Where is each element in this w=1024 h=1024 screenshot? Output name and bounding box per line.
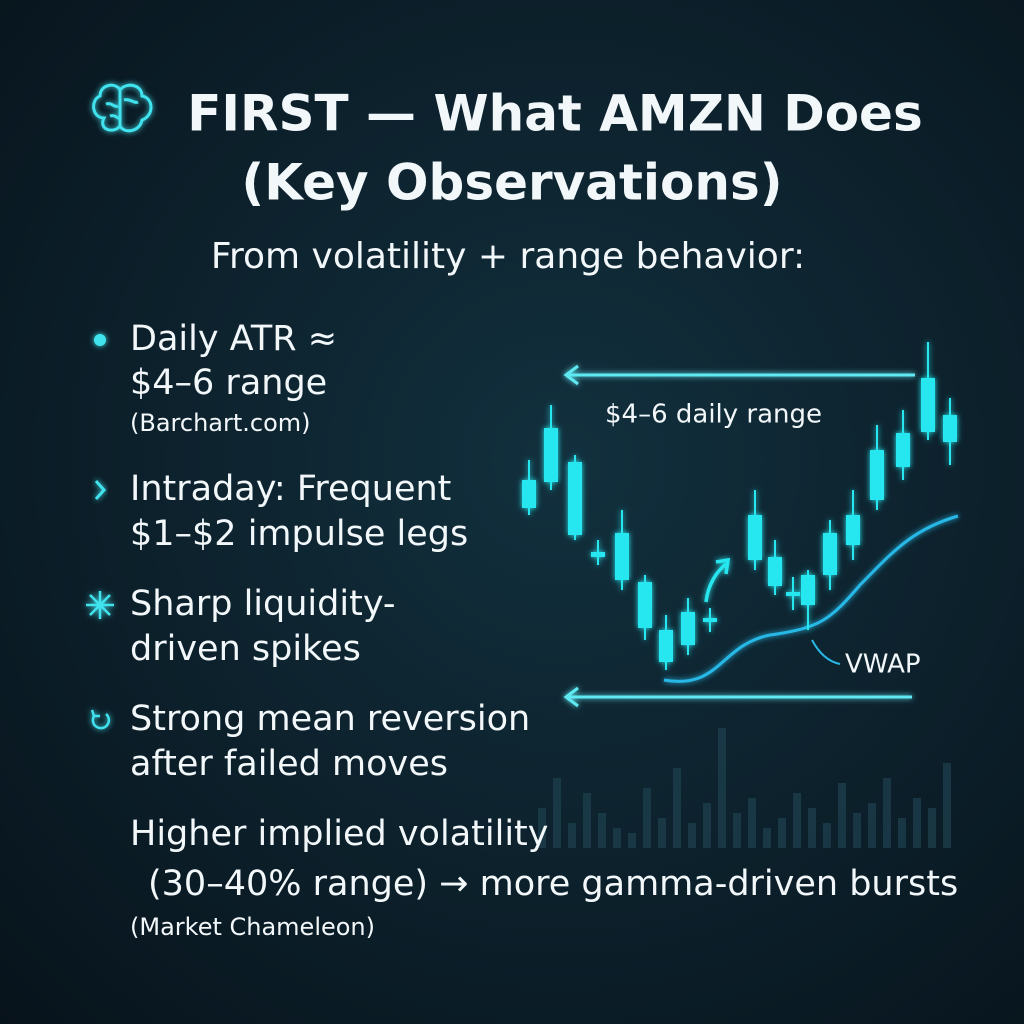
candle-body xyxy=(659,630,673,662)
volume-bar xyxy=(583,793,591,848)
volume-bar xyxy=(703,803,711,848)
volume-bar xyxy=(643,788,651,848)
brain-icon xyxy=(92,83,153,133)
volume-bars xyxy=(538,728,951,848)
item-line: Sharp liquidity- xyxy=(130,584,396,624)
bullet-cycle xyxy=(90,709,111,730)
vwap-label: VWAP xyxy=(845,650,921,680)
volume-bar xyxy=(673,768,681,848)
candle-body xyxy=(768,557,782,586)
item-line: Strong mean reversion xyxy=(130,699,530,739)
candle-body xyxy=(870,450,884,500)
candle-body xyxy=(544,428,558,482)
volume-bar xyxy=(658,818,666,848)
vwap-pointer xyxy=(811,639,841,665)
bullet-dot xyxy=(94,334,106,346)
volume-bar xyxy=(913,798,921,848)
item-line: $1–$2 impulse legs xyxy=(130,514,468,554)
candle-body xyxy=(615,533,629,580)
volume-bar xyxy=(748,798,756,848)
volume-bar xyxy=(598,813,606,848)
items: Daily ATR ≈$4–6 range (Barchart.com) Intra… xyxy=(130,319,958,941)
candle-body xyxy=(896,433,910,467)
volume-bar xyxy=(568,823,576,848)
volume-bar xyxy=(763,828,771,848)
candle-body xyxy=(703,618,717,622)
item-source: (Market Chameleon) xyxy=(130,913,375,941)
volume-bar xyxy=(868,803,876,848)
candle-body xyxy=(801,575,815,605)
candle-body xyxy=(921,378,935,432)
item-line: driven spikes xyxy=(130,629,361,669)
volume-bar xyxy=(613,828,621,848)
volume-bar xyxy=(733,813,741,848)
volume-bar xyxy=(793,793,801,848)
candle-body xyxy=(591,552,605,557)
vwap-line xyxy=(663,514,959,683)
candle-body xyxy=(846,515,860,545)
candle-body xyxy=(568,462,582,535)
volume-bar xyxy=(898,818,906,848)
volume-bar xyxy=(853,813,861,848)
volume-bar xyxy=(628,833,636,848)
volume-bar xyxy=(718,728,726,848)
candles xyxy=(522,342,957,670)
candle-body xyxy=(943,415,957,442)
candle-body xyxy=(522,480,536,508)
volume-bar xyxy=(883,778,891,848)
title-line: FIRST — What AMZN Does xyxy=(187,85,922,143)
item-line: Daily ATR ≈ xyxy=(130,319,337,359)
bullet-chevron xyxy=(94,480,107,500)
move-arrow xyxy=(704,557,731,603)
volume-bar xyxy=(553,778,561,848)
range-label: $4–6 daily range xyxy=(605,400,822,430)
item-line: (30–40% range) → more gamma-driven burst… xyxy=(148,864,958,904)
volume-bar xyxy=(838,783,846,848)
item-source: (Barchart.com) xyxy=(130,409,311,437)
bullet-star xyxy=(86,591,114,619)
item-line: Higher implied volatility xyxy=(130,814,548,854)
title-line: (Key Observations) xyxy=(241,154,782,212)
range-arrows xyxy=(563,364,915,708)
volume-bar xyxy=(823,823,831,848)
candle-body xyxy=(823,533,837,575)
candle-body xyxy=(681,612,695,645)
volume-bar xyxy=(538,808,546,848)
item-line: Intraday: Frequent xyxy=(130,469,451,509)
candle-body xyxy=(638,582,652,628)
volume-bar xyxy=(688,823,696,848)
volume-bar xyxy=(778,818,786,848)
item-line: after failed moves xyxy=(130,744,448,784)
candle-body xyxy=(786,592,800,596)
item-line: $4–6 range xyxy=(130,363,327,403)
subtitle: From volatility + range behavior: xyxy=(211,236,805,277)
candle-body xyxy=(748,515,762,560)
volume-bar xyxy=(808,808,816,848)
volume-bar xyxy=(928,808,936,848)
volume-bar xyxy=(943,763,951,848)
